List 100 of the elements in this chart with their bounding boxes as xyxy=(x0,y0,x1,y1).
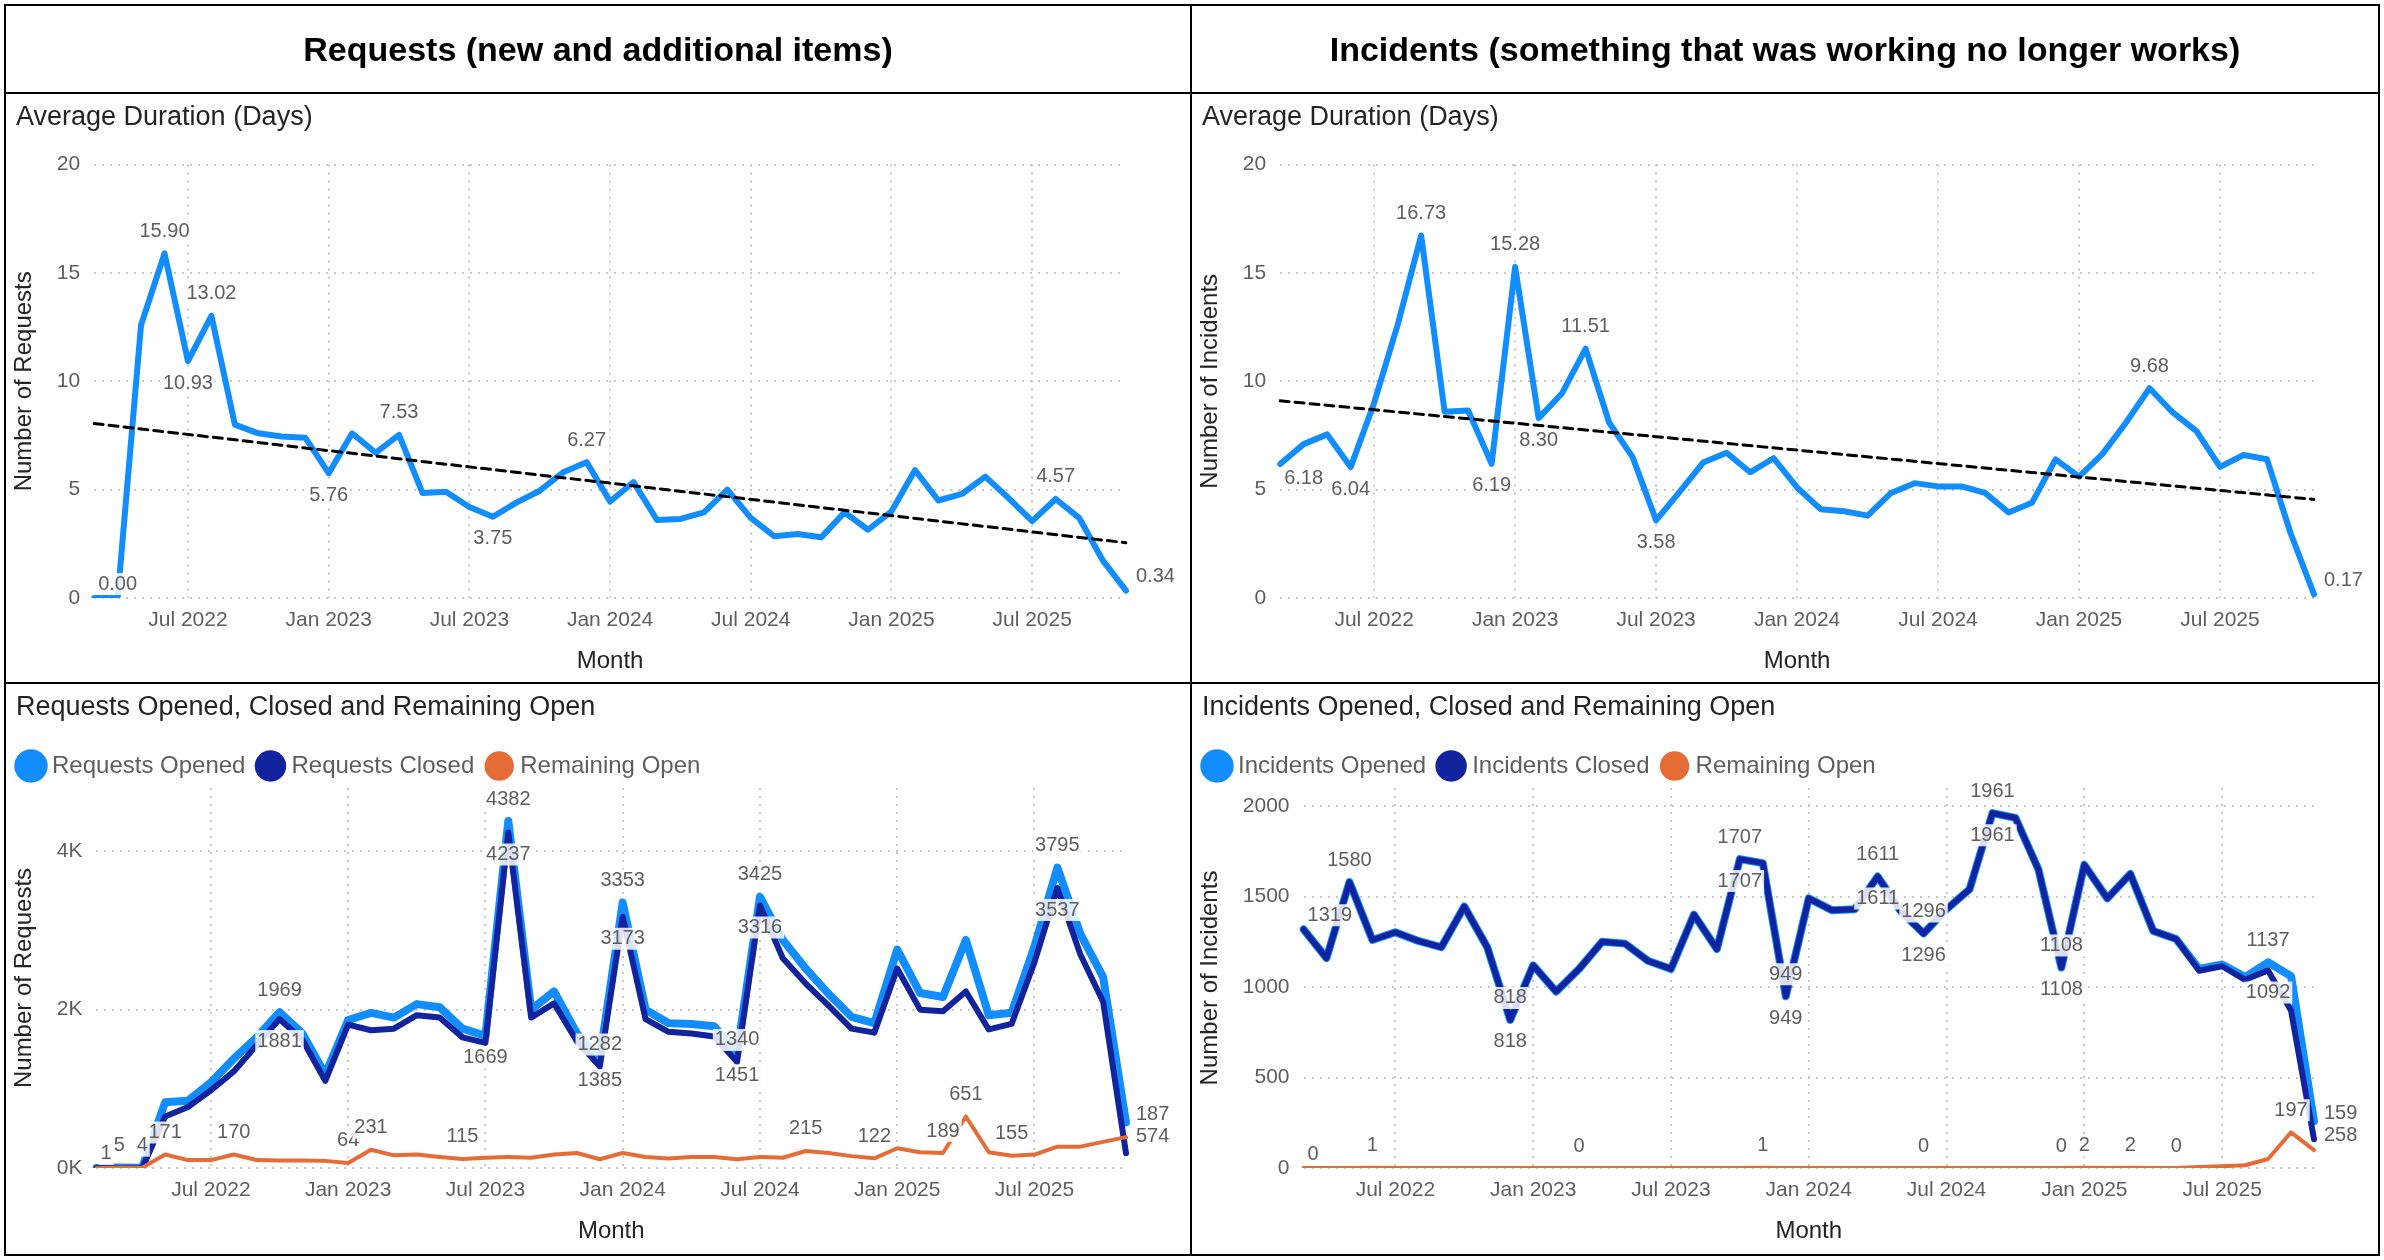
data-label: 187 xyxy=(1136,1102,1170,1125)
data-label: 0.34 xyxy=(1135,564,1175,587)
data-label: 651 xyxy=(949,1081,983,1104)
x-tick-label: Jul 2024 xyxy=(711,607,791,631)
x-tick-label: Jan 2024 xyxy=(1753,607,1841,631)
data-label: 1961 xyxy=(1970,778,2015,801)
data-label: 197 xyxy=(2274,1097,2308,1120)
x-axis-title: Month xyxy=(577,1216,645,1244)
data-label: 1961 xyxy=(1970,822,2015,845)
y-tick-label: 20 xyxy=(1242,151,1267,175)
data-label: 1385 xyxy=(577,1067,623,1090)
data-label: 1 xyxy=(100,1141,112,1164)
data-label: 4 xyxy=(136,1133,148,1156)
data-label: 1282 xyxy=(577,1032,623,1055)
legend-label: Requests Opened xyxy=(52,750,246,778)
x-tick-label: Jan 2025 xyxy=(854,1177,941,1201)
chart-subtitle: Average Duration (Days) xyxy=(15,100,314,133)
chart-title: Incidents (something that was working no longer works) xyxy=(1192,6,2378,94)
x-tick-label: Jul 2022 xyxy=(1334,607,1414,631)
data-label: 0 xyxy=(2170,1133,2182,1156)
data-label: 949 xyxy=(1769,961,1803,984)
data-label: 3316 xyxy=(737,915,783,937)
x-tick-label: Jan 2024 xyxy=(566,607,654,631)
data-label: 9.68 xyxy=(2130,353,2169,376)
data-label: 15.90 xyxy=(139,218,190,241)
chart-subtitle: Average Duration (Days) xyxy=(1201,100,1500,133)
x-tick-label: Jul 2023 xyxy=(445,1177,526,1201)
data-label: 2 xyxy=(2124,1133,2136,1156)
x-tick-label: Jul 2022 xyxy=(148,607,228,631)
legend-label: Remaining Open xyxy=(520,750,701,778)
data-label: 0 xyxy=(1307,1141,1319,1164)
data-label: 1108 xyxy=(2039,977,2083,1000)
data-label: 2 xyxy=(2078,1133,2090,1156)
chart-title: Incidents Opened, Closed and Remaining Open xyxy=(1201,690,1777,723)
data-label: 4237 xyxy=(486,842,531,865)
data-label: 3795 xyxy=(1035,833,1080,856)
data-label: 1580 xyxy=(1327,847,1372,870)
data-label: 1707 xyxy=(1717,868,1763,891)
data-label: 6.19 xyxy=(1472,473,1512,496)
data-label: 3173 xyxy=(600,926,645,949)
data-label: 7.53 xyxy=(379,400,419,423)
data-label: 6.18 xyxy=(1284,465,1324,488)
data-label: 155 xyxy=(994,1121,1029,1144)
data-label: 11.51 xyxy=(1561,314,1610,337)
data-label: 4382 xyxy=(486,786,531,809)
data-label: 0 xyxy=(2055,1133,2067,1156)
x-axis-title: Month xyxy=(576,646,644,674)
y-tick-label: 20 xyxy=(56,151,81,175)
y-tick-label: 5 xyxy=(1254,476,1267,500)
data-label: 574 xyxy=(1136,1124,1170,1147)
y-tick-label: 0 xyxy=(68,584,81,608)
y-axis-title: Number of Incidents xyxy=(1195,870,1223,1086)
y-tick-label: 0K xyxy=(56,1154,83,1178)
data-label: 3537 xyxy=(1035,897,1080,920)
data-label: 1969 xyxy=(257,977,302,1000)
y-tick-label: 4K xyxy=(56,838,83,862)
data-label: 0 xyxy=(1918,1133,1930,1156)
x-tick-label: Jul 2025 xyxy=(992,607,1072,631)
x-tick-label: Jul 2022 xyxy=(1355,1177,1436,1201)
data-label: 1881 xyxy=(257,1028,302,1051)
data-label: 1451 xyxy=(714,1062,760,1085)
data-label: 170 xyxy=(217,1120,251,1143)
x-axis-title: Month xyxy=(1775,1216,1843,1244)
y-axis-title: Number of Requests xyxy=(9,271,37,492)
chart-title: Requests (new and additional items) xyxy=(6,6,1190,94)
x-tick-label: Jan 2025 xyxy=(848,607,935,631)
y-tick-label: 500 xyxy=(1254,1064,1290,1088)
data-label: 13.02 xyxy=(186,281,237,304)
x-tick-label: Jul 2024 xyxy=(1906,1177,1987,1201)
legend-label: Remaining Open xyxy=(1695,750,1876,778)
data-label: 3353 xyxy=(600,868,645,891)
data-label: 5.76 xyxy=(309,482,349,505)
data-label: 818 xyxy=(1493,985,1527,1008)
data-label: 1319 xyxy=(1307,902,1353,925)
x-tick-label: Jul 2023 xyxy=(429,607,510,631)
x-tick-label: Jan 2023 xyxy=(304,1177,392,1201)
data-label: 949 xyxy=(1769,1005,1803,1028)
y-tick-label: 15 xyxy=(1242,259,1267,283)
data-label: 1296 xyxy=(1901,943,1946,965)
y-tick-label: 10 xyxy=(56,368,81,392)
x-tick-label: Jan 2025 xyxy=(2035,607,2123,631)
data-label: 1 xyxy=(1366,1133,1378,1156)
y-tick-label: 1500 xyxy=(1242,883,1290,907)
x-tick-label: Jan 2024 xyxy=(1765,1177,1853,1201)
x-tick-label: Jul 2025 xyxy=(2180,607,2260,631)
y-axis-title: Number of Incidents xyxy=(1195,273,1223,489)
data-label: 189 xyxy=(926,1118,960,1141)
data-label: 8.30 xyxy=(1519,427,1559,450)
data-label: 1611 xyxy=(1856,842,1900,864)
data-label: 1 xyxy=(1757,1133,1769,1156)
data-label: 15.28 xyxy=(1490,232,1541,255)
x-tick-label: Jul 2022 xyxy=(171,1177,251,1201)
x-axis-title: Month xyxy=(1763,646,1831,674)
data-label: 6.04 xyxy=(1331,476,1371,499)
data-label: 818 xyxy=(1493,1029,1527,1052)
x-tick-label: Jul 2025 xyxy=(2182,1177,2262,1201)
data-label: 1108 xyxy=(2039,933,2083,956)
x-tick-label: Jul 2023 xyxy=(1616,607,1696,631)
x-tick-label: Jan 2023 xyxy=(1471,607,1559,631)
legend-label: Incidents Closed xyxy=(1472,750,1650,778)
